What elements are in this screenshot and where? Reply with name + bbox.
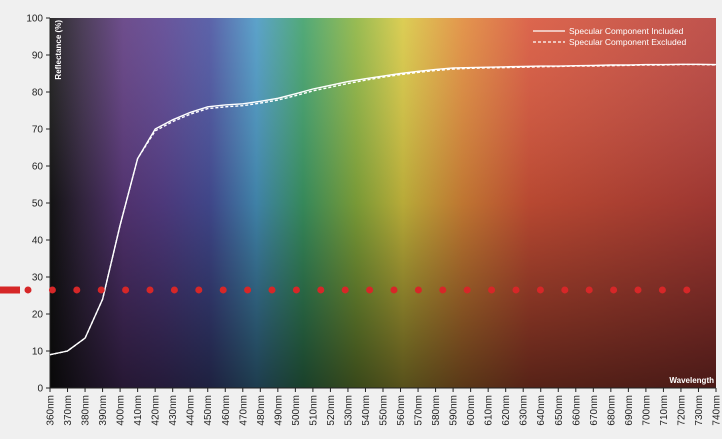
x-tick-label: 380nm (81, 395, 92, 426)
x-tick-label: 580nm (431, 395, 442, 426)
x-tick-label: 390nm (98, 395, 109, 426)
x-tick-label: 610nm (484, 395, 495, 426)
y-tick-label: 70 (32, 125, 44, 136)
y-tick-label: 100 (26, 14, 43, 25)
x-tick-label: 690nm (624, 395, 635, 426)
data-line (49, 63, 717, 356)
y-tick-label: 90 (32, 51, 44, 62)
x-tick-label: 470nm (238, 395, 249, 426)
x-tick-label: 460nm (221, 395, 232, 426)
x-tick-label: 550nm (379, 395, 390, 426)
x-tick-label: 670nm (589, 395, 600, 426)
x-tick-label: 500nm (291, 395, 302, 426)
x-tick-label: 570nm (414, 395, 425, 426)
legend-label: Specular Component Included (569, 26, 684, 36)
x-tick-label: 650nm (554, 395, 565, 426)
x-tick-label: 730nm (694, 395, 705, 426)
x-tick-label: 480nm (256, 395, 267, 426)
x-tick-label: 530nm (343, 395, 354, 426)
x-tick-label: 440nm (186, 395, 197, 426)
legend-label: Specular Component Excluded (569, 37, 686, 47)
x-tick-label: 740nm (712, 395, 722, 426)
y-tick-label: 10 (32, 347, 44, 358)
x-tick-label: 410nm (133, 395, 144, 426)
x-tick-label: 540nm (361, 395, 372, 426)
x-tick-label: 640nm (536, 395, 547, 426)
x-tick-label: 360nm (46, 395, 57, 426)
data-line (49, 63, 717, 356)
x-tick-label: 400nm (116, 395, 127, 426)
y-tick-label: 80 (32, 88, 44, 99)
y-tick-label: 50 (32, 199, 44, 210)
x-tick-label: 520nm (326, 395, 337, 426)
y-tick-label: 40 (32, 236, 44, 247)
x-tick-label: 510nm (308, 395, 319, 426)
y-axis-label: Reflectance (%) (54, 20, 63, 80)
y-tick-label: 60 (32, 162, 44, 173)
x-tick-label: 560nm (396, 395, 407, 426)
x-tick-label: 430nm (168, 395, 179, 426)
x-tick-label: 710nm (659, 395, 670, 426)
x-tick-label: 660nm (571, 395, 582, 426)
x-tick-label: 680nm (606, 395, 617, 426)
x-tick-label: 490nm (273, 395, 284, 426)
x-tick-label: 620nm (501, 395, 512, 426)
x-axis-label: Wavelength (669, 376, 714, 385)
y-tick-label: 20 (32, 310, 44, 321)
x-tick-label: 630nm (519, 395, 530, 426)
y-tick-label: 30 (32, 273, 44, 284)
x-tick-label: 590nm (449, 395, 460, 426)
x-tick-label: 420nm (151, 395, 162, 426)
x-tick-label: 450nm (203, 395, 214, 426)
x-tick-label: 700nm (641, 395, 652, 426)
x-tick-label: 600nm (466, 395, 477, 426)
x-tick-label: 370nm (63, 395, 74, 426)
y-tick-label: 0 (37, 384, 43, 395)
background-shade (50, 18, 716, 388)
x-tick-label: 720nm (676, 395, 687, 426)
